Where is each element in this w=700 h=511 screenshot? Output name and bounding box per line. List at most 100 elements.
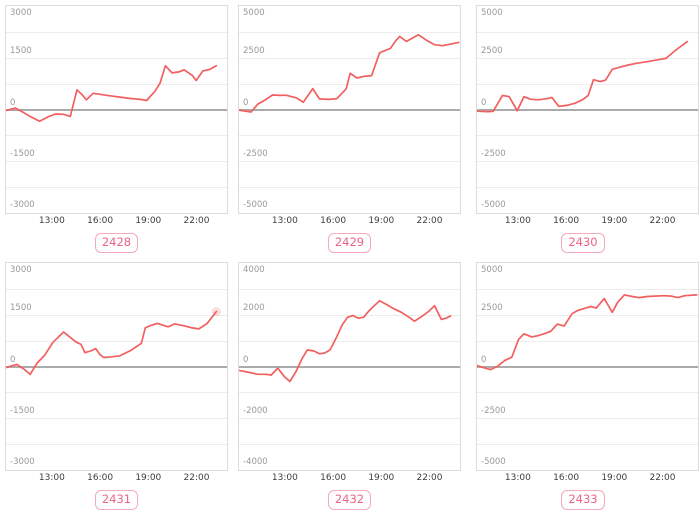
chart-id-badge[interactable]: 2429: [327, 233, 372, 253]
badge-row: 2433: [466, 488, 700, 510]
y-axis-tick-label: -1500: [10, 406, 35, 417]
y-axis-tick-label: -5000: [481, 200, 506, 210]
x-axis-tick-label: 22:00: [183, 473, 210, 483]
gridline: [6, 135, 227, 137]
x-axis-tick-label: 22:00: [183, 216, 210, 226]
gridline: [239, 418, 460, 420]
badge-row: 2432: [233, 488, 466, 510]
gridline: [477, 340, 698, 342]
x-axis-tick-label: 13:00: [271, 216, 298, 226]
badge-row: 2431: [0, 488, 233, 510]
line-series: [477, 40, 689, 113]
gridline: [477, 187, 698, 189]
chart-cell: 3000 1500 0 -1500 -3000 13:00 16:00 19:00 22:00…: [0, 255, 233, 511]
x-axis-tick-label: 19:00: [601, 216, 628, 226]
gridline: [477, 392, 698, 394]
gridline: [477, 288, 698, 290]
y-axis-tick-label: 0: [243, 97, 249, 108]
gridline: [6, 161, 227, 163]
gridline: [6, 444, 227, 446]
gridline: [477, 314, 698, 316]
x-axis-tick-label: 16:00: [553, 216, 580, 226]
y-axis-tick-label: -2000: [243, 406, 268, 417]
zero-axis-line: [239, 108, 460, 111]
y-axis-tick-label: 2500: [481, 45, 503, 56]
gridline: [6, 288, 227, 290]
zero-axis-line: [6, 365, 227, 368]
x-axis-tick-label: 19:00: [368, 473, 395, 483]
line-series: [6, 64, 218, 123]
zero-axis-line: [239, 365, 460, 368]
gridline: [477, 161, 698, 163]
y-axis-tick-label: 0: [481, 354, 487, 365]
x-axis-tick-label: 13:00: [38, 473, 65, 483]
y-axis-tick-label: 0: [481, 97, 487, 108]
gridline: [239, 161, 460, 163]
chart-plot-area: 5000 2500 0 -2500 -5000: [476, 262, 699, 471]
y-axis-tick-label: 1500: [10, 45, 32, 56]
gridline: [239, 314, 460, 316]
gridline: [6, 418, 227, 420]
badge-row: 2428: [0, 231, 233, 253]
y-axis-tick-label: -2500: [481, 406, 506, 417]
x-axis-tick-label: 22:00: [416, 216, 443, 226]
x-axis-tick-label: 19:00: [368, 216, 395, 226]
chart-id-badge[interactable]: 2432: [327, 490, 372, 510]
zero-axis-line: [477, 365, 698, 368]
gridline: [239, 83, 460, 85]
x-axis: 13:00 16:00 19:00 22:00: [471, 471, 694, 487]
gridline: [239, 288, 460, 290]
x-axis: 13:00 16:00 19:00 22:00: [5, 471, 228, 487]
y-axis-tick-label: 4000: [243, 265, 265, 275]
chart-cell: 3000 1500 0 -1500 -3000 13:00 16:00 19:00 22:00…: [0, 0, 233, 255]
x-axis-tick-label: 22:00: [649, 473, 676, 483]
line-series: [477, 294, 698, 371]
chart-id-badge[interactable]: 2431: [94, 490, 139, 510]
chart-plot-area: 5000 2500 0 -2500 -5000: [238, 5, 461, 214]
y-axis-tick-label: -5000: [243, 200, 268, 210]
y-axis-tick-label: 0: [10, 354, 16, 365]
x-axis: 13:00 16:00 19:00 22:00: [238, 471, 461, 487]
gridline: [239, 392, 460, 394]
y-axis-tick-label: 5000: [481, 265, 503, 275]
gridline: [239, 340, 460, 342]
chart-id-badge[interactable]: 2433: [561, 490, 605, 510]
y-axis-tick-label: -4000: [243, 457, 268, 467]
y-axis-tick-label: -5000: [481, 457, 506, 467]
chart-plot-area: 4000 2000 0 -2000 -4000: [238, 262, 461, 471]
y-axis-tick-label: 3000: [10, 265, 32, 275]
zero-axis-line: [477, 108, 698, 111]
gridline: [6, 340, 227, 342]
y-axis-tick-label: 3000: [10, 8, 32, 18]
gridline: [239, 444, 460, 446]
x-axis-tick-label: 22:00: [649, 216, 676, 226]
x-axis-tick-label: 16:00: [87, 473, 114, 483]
y-axis-tick-label: -2500: [243, 149, 268, 160]
y-axis-tick-label: 2500: [243, 45, 265, 56]
chart-id-badge[interactable]: 2428: [94, 233, 139, 253]
gridline: [239, 31, 460, 33]
gridline: [477, 31, 698, 33]
x-axis: 13:00 16:00 19:00 22:00: [5, 214, 228, 230]
chart-plot-area: 5000 2500 0 -2500 -5000: [476, 5, 699, 214]
gridline: [239, 57, 460, 59]
y-axis-tick-label: -3000: [10, 200, 35, 210]
chart-cell: 5000 2500 0 -2500 -5000 13:00 16:00 19:00 22:00…: [233, 0, 466, 255]
badge-row: 2430: [466, 231, 700, 253]
gridline: [477, 418, 698, 420]
gridline: [6, 392, 227, 394]
gridline: [239, 187, 460, 189]
x-axis-tick-label: 13:00: [38, 216, 65, 226]
gridline: [6, 31, 227, 33]
chart-cell: 4000 2000 0 -2000 -4000 13:00 16:00 19:00 22:00…: [233, 255, 466, 511]
x-axis-tick-label: 13:00: [271, 473, 298, 483]
chart-id-badge[interactable]: 2430: [561, 233, 605, 253]
gridline: [477, 83, 698, 85]
y-axis-tick-label: -1500: [10, 149, 35, 160]
x-axis-tick-label: 13:00: [504, 216, 531, 226]
y-axis-tick-label: 0: [243, 354, 249, 365]
x-axis-tick-label: 16:00: [320, 216, 347, 226]
x-axis-tick-label: 22:00: [416, 473, 443, 483]
gridline: [239, 135, 460, 137]
